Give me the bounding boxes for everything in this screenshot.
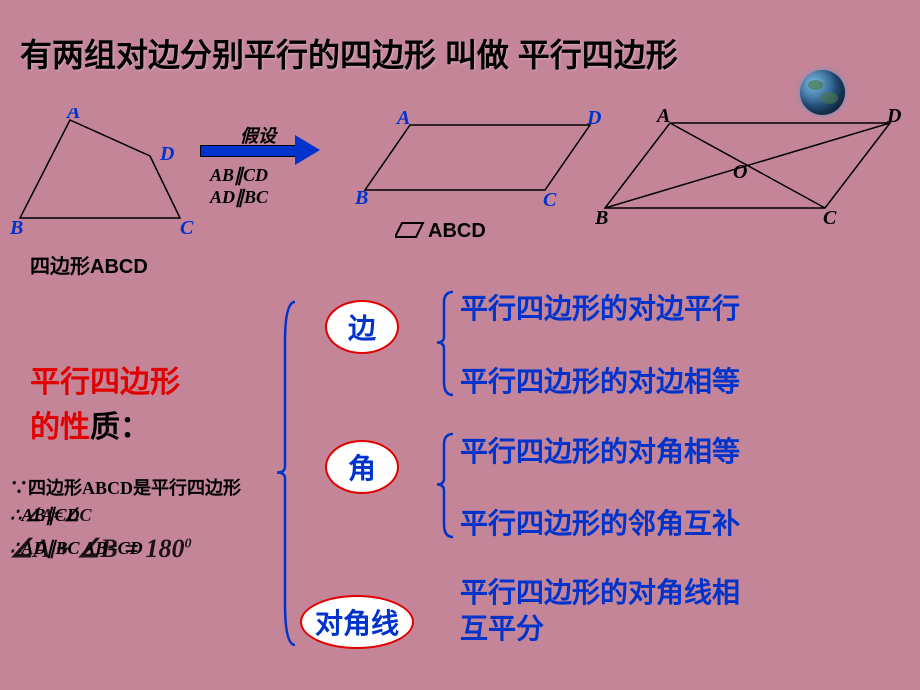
page-title: 有两组对边分别平行的四边形 叫做 平行四边形 [20,30,678,76]
conditions-text: AB∥CD AD∥BC [210,165,268,208]
side-brace [435,290,457,399]
parallelogram-symbol [395,220,425,243]
svg-text:B: B [595,207,608,229]
category-diagonal: 对角线 [300,595,414,649]
property-side-parallel: 平行四边形的对边平行 [460,287,740,327]
svg-text:A: A [655,108,670,127]
svg-text:C: C [543,189,557,211]
parallelogram-diagram: A B C D [355,110,610,215]
parallelogram-caption: ABCD [395,220,486,243]
svg-text:B: B [355,187,368,209]
quadrilateral-caption: 四边形ABCD [30,250,148,279]
property-side-equal: 平行四边形的对边相等 [460,360,740,400]
svg-text:C: C [180,217,194,239]
property-angle-supp: 平行四边形的邻角互补 [460,502,740,542]
svg-text:D: D [886,108,901,127]
angle-brace [435,432,457,541]
category-side: 边 [325,300,399,354]
math-proof-block: ∵四边形ABCD是平行四边形 ∴AB∥CD ∠A=∠C ∴AD∥BC AB=CD… [10,475,241,568]
svg-text:B: B [10,217,23,239]
property-angle-equal: 平行四边形的对角相等 [460,430,740,470]
svg-text:A: A [395,110,410,129]
quadrilateral-diagram: A B C D [10,108,205,243]
svg-text:A: A [65,108,80,123]
transform-arrow: 假设 [200,140,330,160]
svg-text:D: D [159,143,174,165]
svg-text:O: O [733,161,747,183]
properties-heading: 平行四边形 的性质： [30,360,180,450]
category-angle: 角 [325,440,399,494]
property-diagonal-bisect: 平行四边形的对角线相 互平分 [460,575,740,648]
main-brace [275,300,299,649]
parallelogram-diagonals-diagram: A B C D O [595,108,910,233]
svg-text:C: C [823,207,837,229]
